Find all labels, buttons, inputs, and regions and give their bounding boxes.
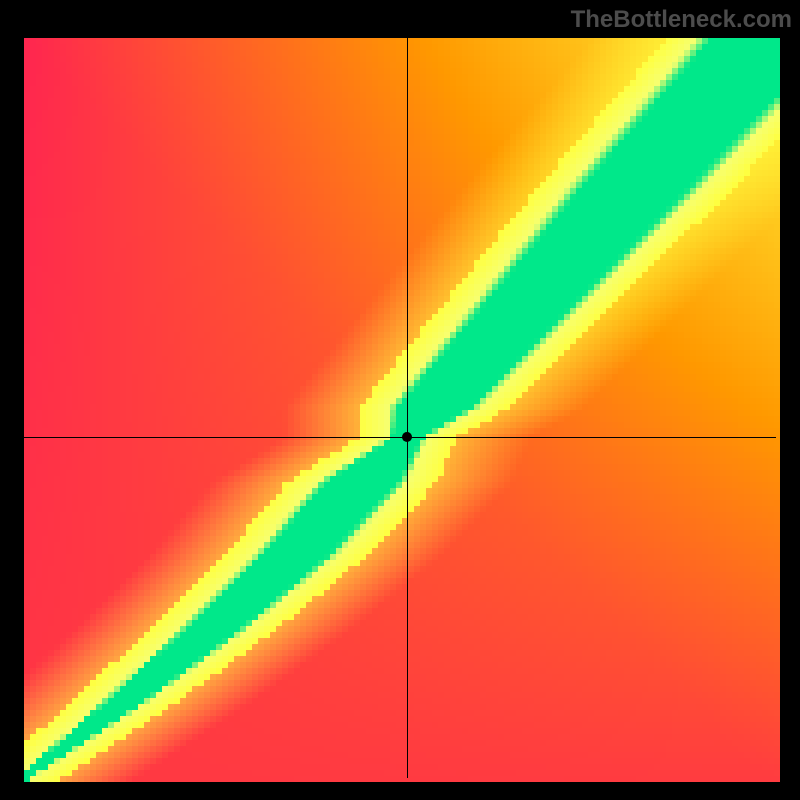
watermark-text: TheBottleneck.com (571, 6, 792, 34)
bottleneck-heatmap-canvas (0, 0, 800, 800)
chart-container: TheBottleneck.com (0, 0, 800, 800)
